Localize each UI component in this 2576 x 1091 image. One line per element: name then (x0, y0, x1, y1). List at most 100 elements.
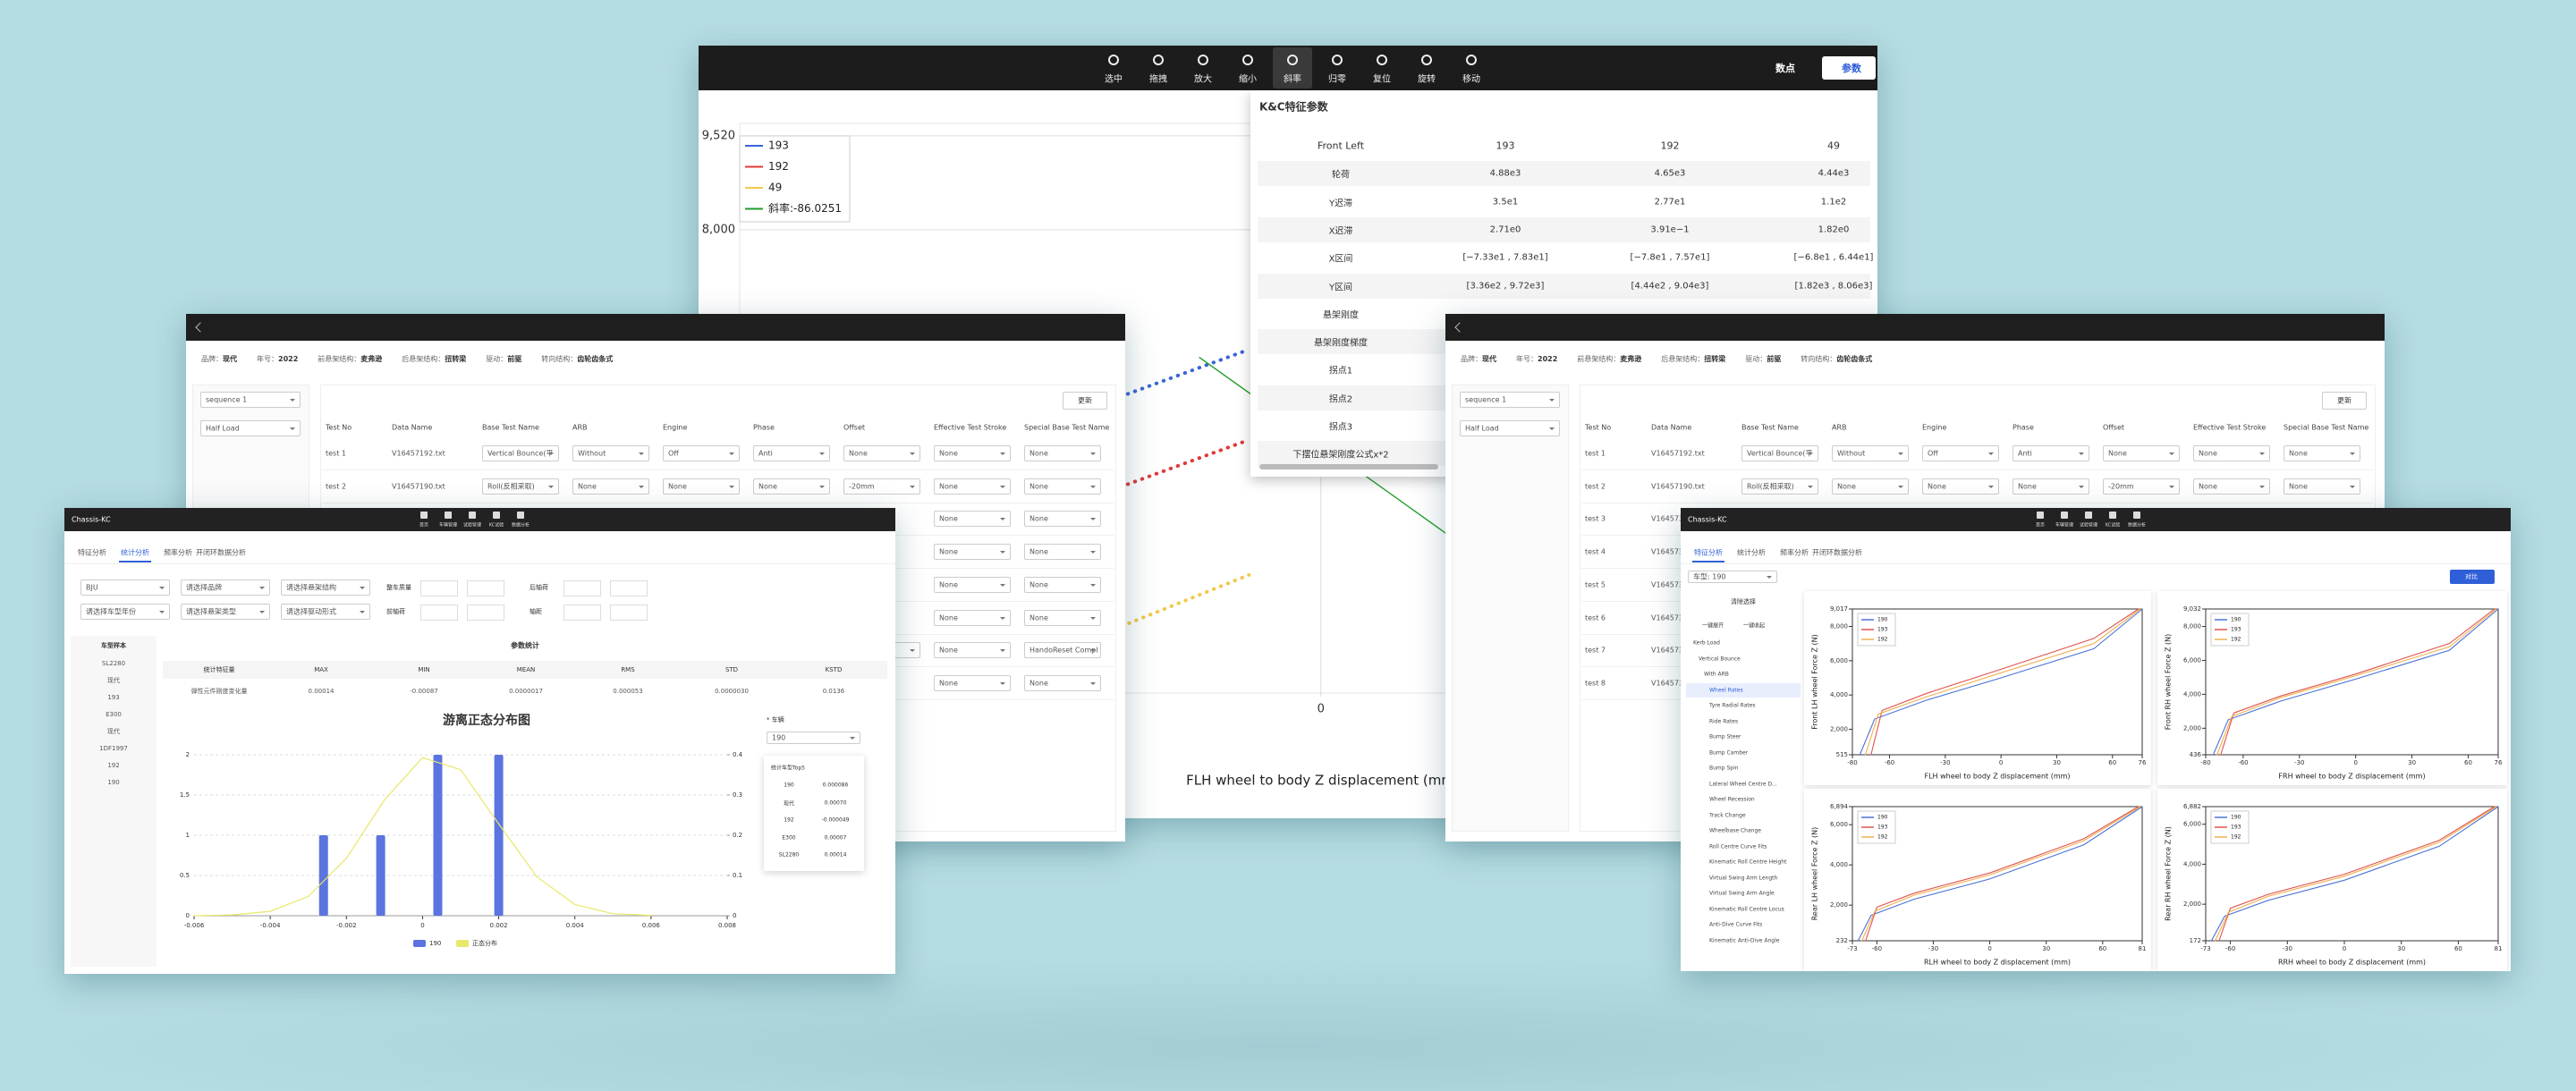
nav-label[interactable]: KC试验 (2105, 522, 2121, 529)
select[interactable]: Half Load (200, 420, 301, 436)
tool-button[interactable]: 复位 (1362, 47, 1402, 89)
select[interactable]: Anti (2012, 445, 2089, 461)
select[interactable]: Roll(反相采取) (482, 478, 559, 495)
tree-item[interactable]: Wheelbase Change (1709, 827, 1761, 834)
nav-icon[interactable] (2085, 512, 2092, 519)
nav-label[interactable]: KC试验 (488, 522, 504, 529)
select[interactable]: 请选择悬架结构 (281, 579, 370, 596)
nav-label[interactable]: 试验管理 (2079, 522, 2098, 529)
select[interactable]: Without (572, 445, 649, 461)
select[interactable]: None (1024, 511, 1101, 528)
tree-item[interactable]: Track Change (1709, 812, 1746, 818)
select[interactable]: None (934, 544, 1011, 561)
sample-item[interactable]: 现代 (107, 677, 120, 684)
tab[interactable]: 统计分析 (1737, 548, 1766, 557)
tree-item[interactable]: Bump Camber (1709, 749, 1749, 756)
tree-item[interactable]: Bump Steer (1709, 733, 1741, 740)
tool-button[interactable]: 斜率 (1273, 47, 1312, 89)
nav-label[interactable]: 首页 (419, 522, 429, 529)
tree-item[interactable]: Kinematic Roll Centre Height (1709, 858, 1787, 866)
select[interactable]: None (1832, 478, 1909, 495)
select[interactable]: None (2193, 445, 2270, 461)
select[interactable]: None (1024, 674, 1101, 691)
select[interactable]: 请选择悬架类型 (181, 604, 270, 620)
select[interactable]: None (2103, 445, 2180, 461)
tree-item[interactable]: Vertical Bounce (1699, 655, 1741, 662)
back-chevron[interactable] (1454, 322, 1465, 333)
tree-button[interactable]: 一键收起 (1743, 622, 1766, 630)
tool-button[interactable]: 归零 (1318, 47, 1357, 89)
select[interactable]: Without (1832, 445, 1909, 461)
select[interactable]: None (934, 511, 1011, 528)
tab[interactable]: 开闭环数据分析 (1812, 548, 1862, 557)
nav-label[interactable]: 首页 (2035, 522, 2046, 529)
tool-button[interactable]: 选中 (1094, 47, 1133, 89)
select[interactable]: 请选择品牌 (181, 579, 270, 596)
select[interactable]: None (572, 478, 649, 495)
select[interactable]: None (1024, 544, 1101, 561)
select[interactable]: None (2193, 478, 2270, 495)
tree-item[interactable]: Wheel Rates (1709, 687, 1743, 693)
nav-icon[interactable] (517, 512, 524, 519)
tree-item[interactable]: With ARB (1704, 671, 1729, 678)
select[interactable]: None (2284, 478, 2360, 495)
select[interactable]: 车型: 190 (1688, 571, 1777, 583)
select[interactable]: -20mm (843, 478, 920, 495)
tab[interactable]: 统计分析 (121, 548, 149, 557)
select[interactable]: HandoReset Compl (1024, 642, 1101, 659)
tab[interactable]: 特征分析 (78, 548, 106, 557)
select[interactable]: Half Load (1460, 420, 1560, 436)
nav-label[interactable]: 数据分析 (511, 522, 530, 529)
tree-item[interactable]: Kinematic Anti-Dive Angle (1709, 937, 1780, 943)
nav-icon[interactable] (469, 512, 476, 519)
tree-item[interactable]: Bump Spin (1709, 765, 1739, 772)
button[interactable]: 更新 (2322, 392, 2367, 410)
select[interactable]: 请选择驱动形式 (281, 604, 370, 620)
tab[interactable]: 特征分析 (1694, 548, 1723, 557)
tree-item[interactable]: Wheel Recession (1709, 796, 1755, 803)
select[interactable]: Off (663, 445, 740, 461)
sample-item[interactable]: 1DF1997 (99, 745, 128, 752)
tool-button[interactable]: 移动 (1452, 47, 1491, 89)
select[interactable]: -20mm (2103, 478, 2180, 495)
select[interactable]: 190 (767, 732, 860, 744)
select[interactable]: None (663, 478, 740, 495)
tree-item[interactable]: Kerb Load (1693, 639, 1720, 647)
select[interactable]: Roll(反相采取) (1741, 478, 1818, 495)
nav-label[interactable]: 车辆管理 (438, 522, 458, 529)
select[interactable]: None (1024, 576, 1101, 593)
tool-button[interactable]: 放大 (1183, 47, 1223, 89)
nav-icon[interactable] (2061, 512, 2068, 519)
sample-item[interactable]: 190 (107, 779, 120, 786)
select[interactable]: None (2012, 478, 2089, 495)
tab[interactable]: 频率分析 (164, 548, 192, 557)
select[interactable]: None (2284, 445, 2360, 461)
tab[interactable]: 开闭环数据分析 (196, 548, 246, 557)
select[interactable]: None (934, 445, 1011, 461)
sample-item[interactable]: 192 (107, 762, 120, 769)
tool-button[interactable]: 缩小 (1228, 47, 1267, 89)
button[interactable]: 参数 (1822, 56, 1876, 80)
sample-item[interactable]: 现代 (107, 728, 120, 735)
tree-item[interactable]: Ride Rates (1709, 718, 1739, 724)
nav-icon[interactable] (445, 512, 452, 519)
nav-label[interactable]: 车辆管理 (2055, 522, 2074, 529)
nav-label[interactable]: 试验管理 (462, 522, 482, 529)
tree-header[interactable]: 清除选择 (1731, 598, 1756, 605)
nav-icon[interactable] (493, 512, 500, 519)
select[interactable]: BJU (80, 579, 170, 596)
tree-button[interactable]: 一键展开 (1702, 622, 1724, 630)
nav-label[interactable]: 数据分析 (2127, 522, 2147, 529)
tool-button[interactable]: 拖拽 (1139, 47, 1178, 89)
select[interactable]: 请选择车型年份 (80, 604, 170, 620)
sample-item[interactable]: E300 (106, 711, 122, 718)
select[interactable]: None (934, 674, 1011, 691)
tree-item[interactable]: Anti-Dive Curve Fits (1709, 921, 1763, 928)
select[interactable]: None (1024, 445, 1101, 461)
select[interactable]: None (934, 642, 1011, 659)
select[interactable]: None (934, 609, 1011, 626)
select[interactable]: Vertical Bounce(平 (1741, 445, 1818, 461)
select[interactable]: Vertical Bounce(平 (482, 445, 559, 461)
sample-item[interactable]: 193 (107, 694, 120, 701)
back-chevron[interactable] (195, 322, 206, 333)
